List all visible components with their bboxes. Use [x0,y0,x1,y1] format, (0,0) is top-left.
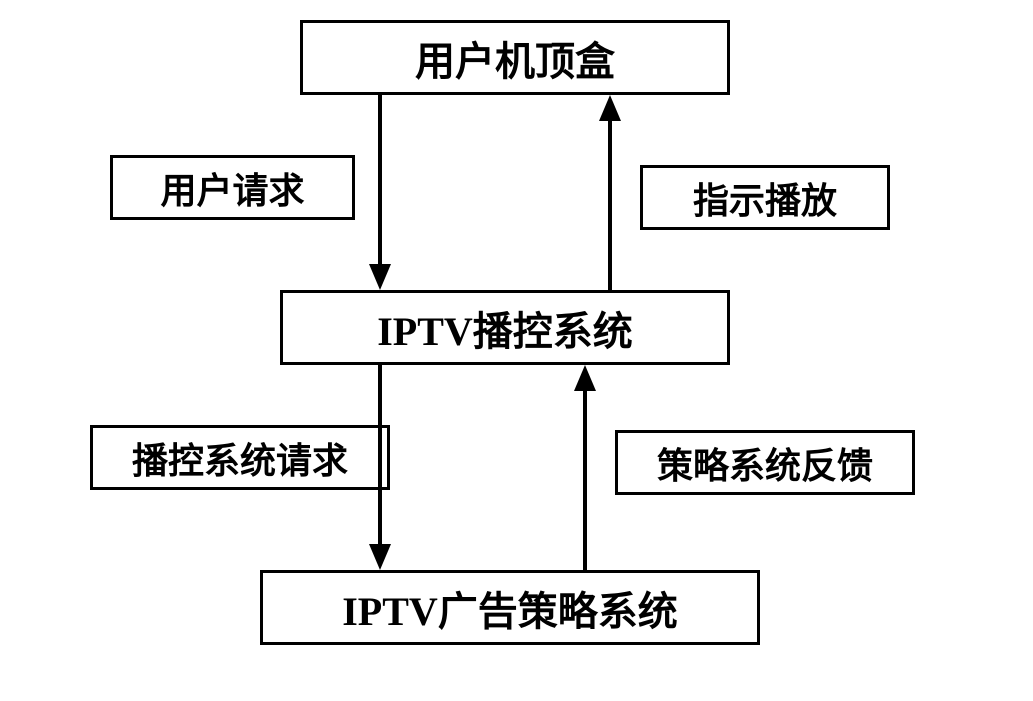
node-label: 指示播放 [693,172,837,224]
node-label: IPTV广告策略系统 [342,579,678,637]
node-iptv-ad-policy: IPTV广告策略系统 [260,570,760,645]
node-label: IPTV播控系统 [377,299,633,357]
node-label: 用户机顶盒 [415,29,615,87]
node-label: 策略系统反馈 [657,437,873,489]
node-user-request: 用户请求 [110,155,355,220]
node-label: 用户请求 [160,162,304,214]
node-broadcast-request: 播控系统请求 [90,425,390,490]
node-label: 播控系统请求 [132,432,348,484]
node-instruct-play: 指示播放 [640,165,890,230]
node-iptv-broadcast: IPTV播控系统 [280,290,730,365]
node-policy-feedback: 策略系统反馈 [615,430,915,495]
node-user-stb: 用户机顶盒 [300,20,730,95]
